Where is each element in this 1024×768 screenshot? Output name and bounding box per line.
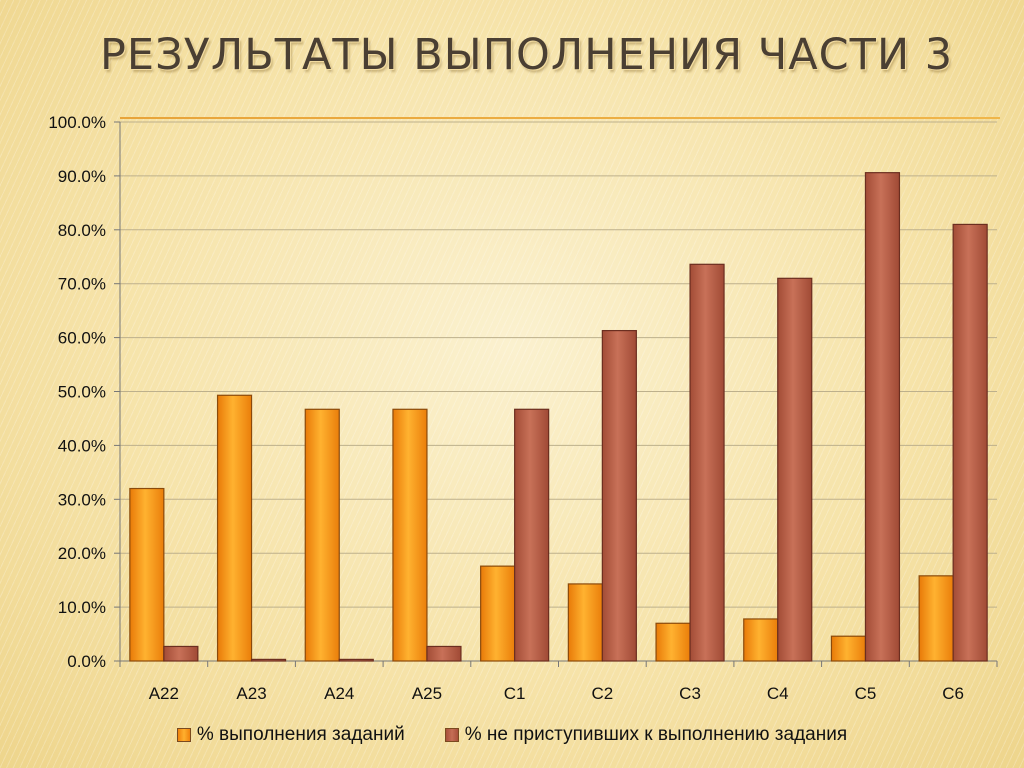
legend-label-completion: % выполнения заданий xyxy=(196,724,405,745)
chart-legend: % выполнения заданий % не приступивших к… xyxy=(0,722,1024,748)
bar-completion-a23 xyxy=(216,394,253,662)
bar-completion-c3 xyxy=(655,622,691,662)
bar-completion-a22 xyxy=(129,487,165,662)
x-category-label: C1 xyxy=(504,684,526,703)
y-tick-label: 0.0% xyxy=(67,652,106,671)
bar-not-started-a23 xyxy=(250,658,287,662)
x-category-label: C2 xyxy=(591,684,613,703)
bar-completion-c6 xyxy=(918,575,954,662)
bar-not-started-a24 xyxy=(338,658,374,662)
y-tick-label: 30.0% xyxy=(58,490,106,509)
bar-not-started-c1 xyxy=(514,408,550,662)
y-tick-label: 10.0% xyxy=(58,598,106,617)
bar-completion-c5 xyxy=(830,635,867,662)
legend-swatch-not-started xyxy=(444,728,459,742)
bar-not-started-c5 xyxy=(864,172,901,662)
bar-not-started-a25 xyxy=(426,645,462,662)
bar-completion-a24 xyxy=(304,408,340,662)
x-category-label: A24 xyxy=(324,684,354,703)
slide-title: РЕЗУЛЬТАТЫ ВЫПОЛНЕНИЯ ЧАСТИ 3 xyxy=(100,30,954,80)
bar-not-started-c3 xyxy=(689,263,725,662)
x-category-label: C4 xyxy=(767,684,789,703)
axis-labels: 0.0% 10.0% 20.0% 30.0% 40.0% 50.0% 60.0% 70.0% 8… xyxy=(48,113,964,703)
legend-item-completion: % выполнения заданий xyxy=(176,722,405,748)
legend-swatch-completion xyxy=(176,728,191,742)
x-category-label: C3 xyxy=(679,684,701,703)
x-category-label: A22 xyxy=(149,684,179,703)
y-tick-label: 20.0% xyxy=(58,544,106,563)
legend-label-not-started: % не приступивших к выполнению задания xyxy=(464,724,848,745)
bar-not-started-c6 xyxy=(952,223,988,662)
y-tick-label: 80.0% xyxy=(58,221,106,240)
x-category-label: A23 xyxy=(236,684,266,703)
y-tick-label: 70.0% xyxy=(58,275,106,294)
y-tick-label: 40.0% xyxy=(58,436,106,455)
gridlines xyxy=(120,121,997,662)
y-tick-label: 100.0% xyxy=(48,113,106,132)
bar-not-started-a22 xyxy=(163,645,199,662)
title-divider xyxy=(120,117,1000,119)
bar-not-started-c2 xyxy=(601,329,637,662)
x-category-label: C5 xyxy=(855,684,877,703)
y-tick-label: 50.0% xyxy=(58,383,106,402)
bar-completion-c2 xyxy=(567,583,603,662)
legend-item-not-started: % не приступивших к выполнению задания xyxy=(444,722,848,748)
bars xyxy=(129,172,988,662)
bar-completion-a25 xyxy=(392,408,428,662)
y-tick-label: 90.0% xyxy=(58,167,106,186)
x-category-label: C6 xyxy=(942,684,964,703)
bar-completion-c4 xyxy=(743,618,779,662)
x-category-label: A25 xyxy=(412,684,442,703)
bar-not-started-c4 xyxy=(777,277,813,662)
bar-completion-c1 xyxy=(480,565,516,662)
y-tick-label: 60.0% xyxy=(58,329,106,348)
